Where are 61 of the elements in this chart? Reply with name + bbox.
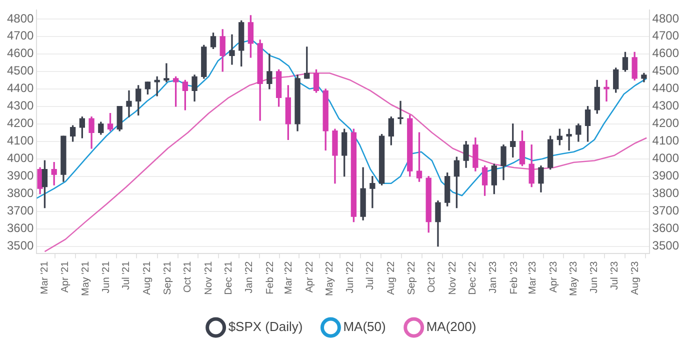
x-tick-label: Aug '22 xyxy=(386,260,397,295)
x-tick-label: Oct '22 xyxy=(426,260,438,293)
x-tick-label: Apr '22 xyxy=(304,260,316,293)
y2-tick-label: 4300 xyxy=(652,98,680,113)
x-tick-label: Mar '21 xyxy=(39,260,50,294)
y-tick-label: 4100 xyxy=(6,134,34,148)
y2-tick-label: 4100 xyxy=(652,134,680,148)
x-tick-label: Oct '21 xyxy=(182,260,194,293)
x-tick-label: Nov '22 xyxy=(447,260,458,295)
x-tick-label: Aug '23 xyxy=(630,260,642,295)
x-tick-label: Dec '22 xyxy=(467,260,478,295)
legend-label: MA(200) xyxy=(426,319,476,334)
y2-tick-label: 4700 xyxy=(652,28,680,43)
x-tick-label: Jan '23 xyxy=(488,260,500,294)
y-tick-label: 4000 xyxy=(6,151,34,166)
x-tick-label: Jun '21 xyxy=(101,260,112,294)
x-tick-label: May '22 xyxy=(324,260,336,296)
y2-tick-label: 3700 xyxy=(652,204,680,218)
x-tick-label: Jan '22 xyxy=(244,260,256,294)
x-tick-label: Feb '22 xyxy=(264,260,276,294)
x-tick-label: Mar '23 xyxy=(528,260,539,294)
legend-label: MA(50) xyxy=(343,319,386,334)
y2-tick-label: 3600 xyxy=(652,221,680,236)
y-tick-label: 4200 xyxy=(6,116,34,130)
y2-tick-label: 3500 xyxy=(652,238,680,253)
y-tick-label: 4400 xyxy=(6,81,34,96)
y-tick-label: 3600 xyxy=(6,221,34,236)
x-tick-label: Jun '22 xyxy=(345,260,356,294)
legend-label: $SPX (Daily) xyxy=(228,319,303,334)
x-tick-label: Apr '23 xyxy=(548,260,560,293)
x-tick-label: Jul '21 xyxy=(121,260,132,290)
x-tick-label: Sep '21 xyxy=(162,260,174,295)
x-tick-label: Nov '21 xyxy=(203,260,214,295)
y2-tick-label: 4500 xyxy=(652,64,680,78)
x-tick-label: Feb '23 xyxy=(508,260,520,294)
y-tick-label: 3900 xyxy=(6,168,34,183)
x-tick-label: Dec '21 xyxy=(223,260,234,295)
x-tick-label: Apr '21 xyxy=(60,260,72,293)
y2-tick-label: 4600 xyxy=(652,46,680,60)
y-tick-label: 3800 xyxy=(6,186,34,200)
x-tick-label: May '23 xyxy=(568,260,580,296)
y2-tick-label: 4000 xyxy=(652,151,680,166)
x-tick-label: Aug '21 xyxy=(142,260,153,295)
x-tick-label: May '21 xyxy=(80,260,92,296)
x-tick-label: Jul '23 xyxy=(609,260,620,290)
y-tick-label: 4600 xyxy=(6,46,34,60)
y-tick-label: 3700 xyxy=(6,204,34,218)
x-tick-label: Mar '22 xyxy=(284,260,295,294)
x-tick-label: Jun '23 xyxy=(589,260,600,294)
y2-tick-label: 4200 xyxy=(652,116,680,130)
y2-tick-label: 3900 xyxy=(652,168,680,183)
y-tick-label: 4700 xyxy=(6,28,34,43)
y-tick-label: 4300 xyxy=(6,98,34,113)
y-tick-label: 4500 xyxy=(6,64,34,78)
y2-tick-label: 4800 xyxy=(652,11,680,26)
y2-tick-label: 4400 xyxy=(652,81,680,96)
y-tick-label: 3500 xyxy=(6,238,34,253)
x-tick-label: Jul '22 xyxy=(365,260,376,290)
x-tick-label: Sep '22 xyxy=(406,260,418,295)
y2-tick-label: 3800 xyxy=(652,186,680,200)
y-tick-label: 4800 xyxy=(6,11,34,26)
